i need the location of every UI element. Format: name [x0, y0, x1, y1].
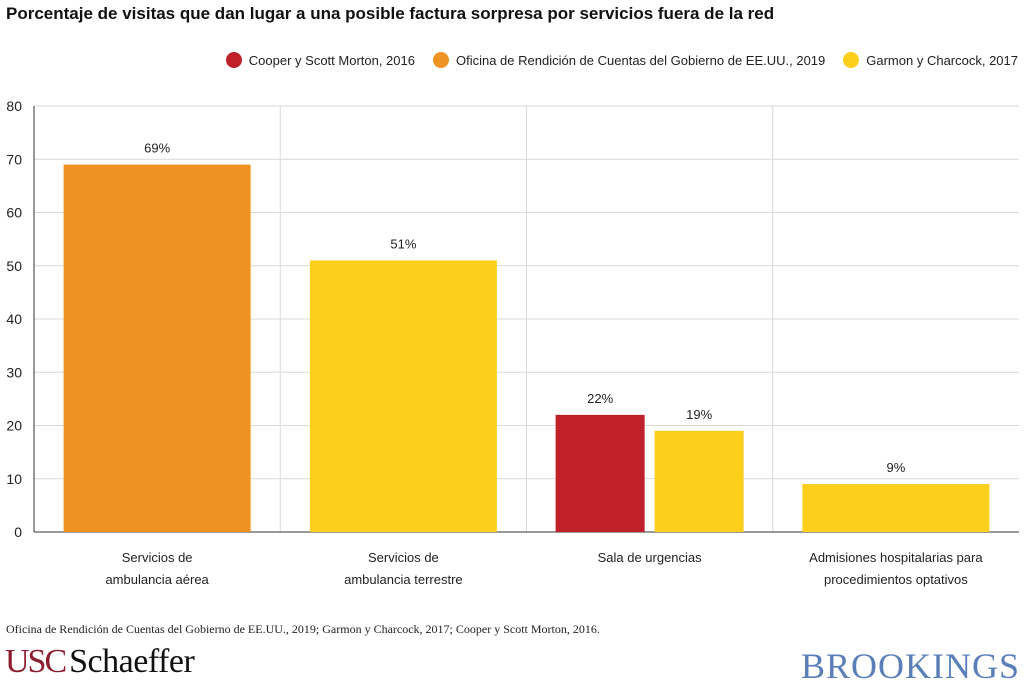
- bar-chart: 0 10 20 30 40 50 60 70 80 69% Servicios de ambulanc…: [6, 98, 1019, 587]
- y-tick-label: 40: [6, 311, 22, 327]
- legend-label: Oficina de Rendición de Cuentas del Gobi…: [455, 52, 826, 68]
- x-category-label: ambulancia aérea: [105, 572, 209, 587]
- usc-schaeffer-logo: USC Schaeffer: [5, 643, 195, 681]
- chart-title: Porcentaje de visitas que dan lugar a un…: [6, 4, 775, 23]
- schaeffer-logo-text: Schaeffer: [69, 643, 195, 680]
- y-tick-label: 0: [14, 524, 22, 540]
- legend-swatch-red: [225, 52, 242, 68]
- bar-value-label: 19%: [686, 407, 712, 422]
- y-tick-label: 10: [6, 471, 22, 487]
- legend-item-gao: Oficina de Rendición de Cuentas del Gobi…: [432, 52, 826, 68]
- bar: [654, 430, 744, 532]
- bar-value-label: 9%: [886, 460, 905, 475]
- y-tick-label: 50: [6, 258, 22, 274]
- y-tick-label: 20: [6, 418, 22, 434]
- y-tick-label: 70: [6, 151, 22, 167]
- x-category-label: ambulancia terrestre: [344, 572, 463, 587]
- bar: [555, 414, 645, 532]
- x-category-label: Servicios de: [122, 550, 193, 565]
- brookings-logo: BROOKINGS: [800, 646, 1020, 686]
- y-tick-label: 80: [6, 98, 22, 114]
- bar-value-label: 22%: [587, 391, 613, 406]
- source-note: Oficina de Rendición de Cuentas del Gobi…: [6, 622, 600, 636]
- x-category-label: procedimientos optativos: [824, 572, 968, 587]
- x-category-label: Admisiones hospitalarias para: [809, 550, 983, 565]
- usc-logo-text: USC: [5, 643, 67, 680]
- legend-swatch-yellow: [843, 52, 860, 68]
- bar: [802, 484, 990, 532]
- legend-item-cooper: Cooper y Scott Morton, 2016: [225, 52, 415, 68]
- legend-item-garmon: Garmon y Charcock, 2017: [843, 52, 1018, 68]
- bar-value-label: 51%: [390, 236, 416, 251]
- x-category-label: Servicios de: [368, 550, 439, 565]
- legend-label: Cooper y Scott Morton, 2016: [248, 52, 415, 68]
- legend-swatch-orange: [432, 52, 449, 68]
- legend: Cooper y Scott Morton, 2016 Oficina de R…: [208, 52, 1018, 68]
- legend-label: Garmon y Charcock, 2017: [866, 52, 1018, 68]
- x-category-label: Sala de urgencias: [598, 550, 703, 565]
- bar-value-label: 69%: [144, 141, 170, 156]
- y-tick-label: 30: [6, 364, 22, 380]
- y-tick-label: 60: [6, 205, 22, 221]
- bar: [309, 260, 497, 532]
- bar: [63, 164, 251, 532]
